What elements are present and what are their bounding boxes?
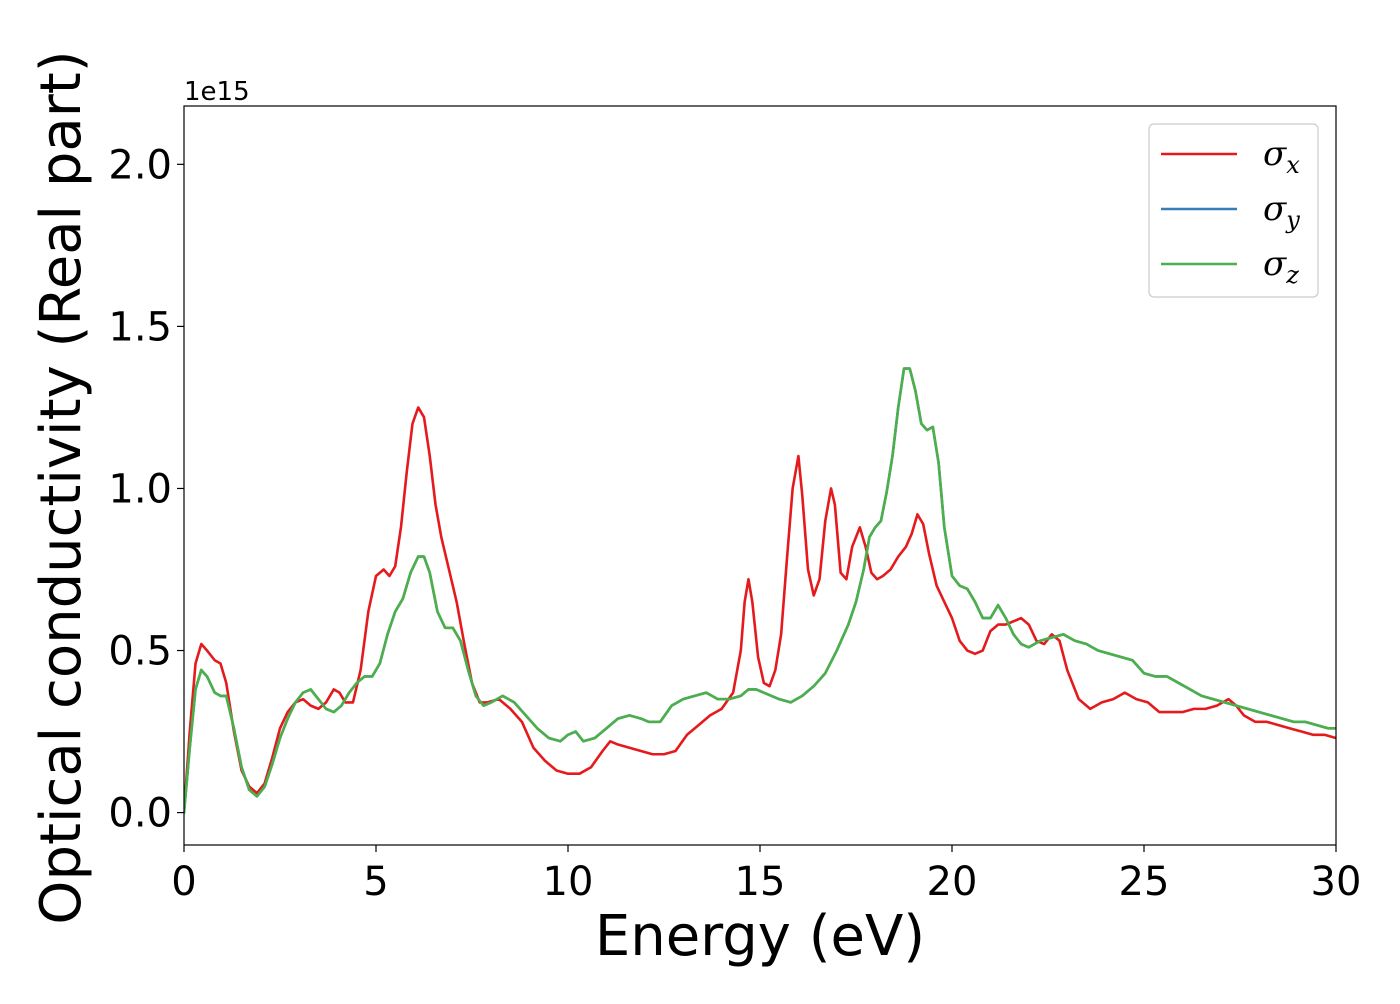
legend-frame — [1148, 123, 1319, 298]
tick-layer: 0 5 10 15 20 25 30 0.0 0.5 1.0 1.5 2.0 — [108, 142, 1361, 905]
x-tick-label: 30 — [1311, 859, 1362, 905]
legend-symbol: σ — [1263, 244, 1287, 284]
y-axis-label: Optical conductivity (Real part) — [29, 50, 94, 924]
x-tick-label: 5 — [363, 859, 388, 905]
series-layer — [184, 367, 1336, 814]
y-tick-label: 1.0 — [108, 466, 172, 512]
series-line-z — [184, 367, 1336, 814]
y-tick-label: 0.0 — [108, 791, 172, 837]
x-tick-label: 20 — [927, 859, 978, 905]
legend-symbol: σ — [1263, 189, 1287, 229]
legend-subscript: z — [1285, 261, 1299, 289]
legend-subscript: y — [1285, 206, 1300, 234]
legend-symbol: σ — [1263, 134, 1287, 174]
series-line-y — [184, 367, 1336, 814]
x-tick-label: 10 — [543, 859, 594, 905]
y-tick-label: 2.0 — [108, 142, 172, 188]
series-line-x — [184, 406, 1336, 814]
legend-label-x: σx — [1263, 134, 1300, 179]
x-tick-label: 15 — [735, 859, 786, 905]
legend-label-y: σy — [1263, 189, 1300, 234]
legend-label-z: σz — [1263, 244, 1299, 289]
x-tick-label: 0 — [171, 859, 196, 905]
y-tick-label: 0.5 — [108, 629, 172, 675]
y-offset-label: 1e15 — [184, 77, 250, 107]
x-tick-label: 25 — [1119, 859, 1170, 905]
legend-subscript: x — [1286, 151, 1300, 179]
y-tick-label: 1.5 — [108, 304, 172, 350]
x-axis-label: Energy (eV) — [595, 904, 925, 969]
